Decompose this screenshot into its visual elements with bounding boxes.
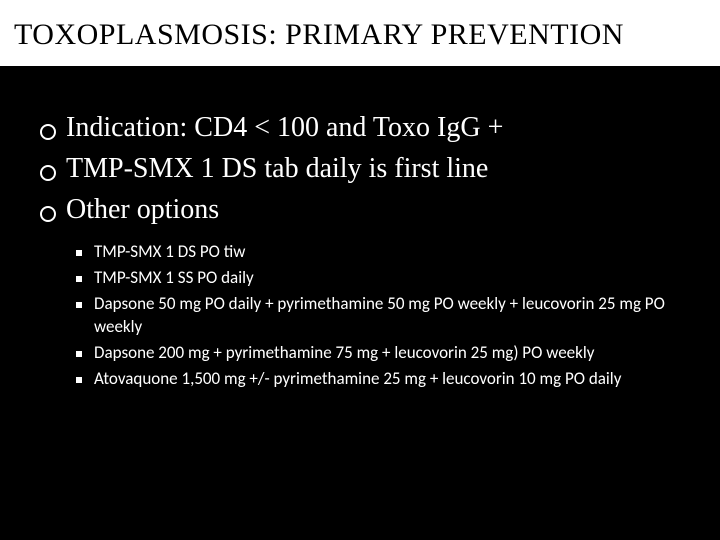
sub-item-text: TMP-SMX 1 DS PO tiw [94, 241, 245, 264]
title-band: TOXOPLASMOSIS: PRIMARY PREVENTION [0, 0, 720, 66]
main-item-text: Other options [66, 192, 219, 227]
list-item: TMP-SMX 1 DS PO tiw [76, 241, 680, 264]
list-item: TMP-SMX 1 DS tab daily is first line [40, 151, 680, 186]
square-bullet-icon [76, 250, 82, 256]
list-item: Indication: CD4 < 100 and Toxo IgG + [40, 110, 680, 145]
list-item: Other options [40, 192, 680, 227]
sub-item-text: Dapsone 200 mg + pyrimethamine 75 mg + l… [94, 342, 594, 365]
list-item: Dapsone 50 mg PO daily + pyrimethamine 5… [76, 293, 680, 339]
main-item-text: Indication: CD4 < 100 and Toxo IgG + [66, 110, 503, 145]
square-bullet-icon [76, 302, 82, 308]
main-item-text: TMP-SMX 1 DS tab daily is first line [66, 151, 488, 186]
square-bullet-icon [76, 377, 82, 383]
circle-bullet-icon [40, 165, 56, 181]
circle-bullet-icon [40, 206, 56, 222]
main-list: Indication: CD4 < 100 and Toxo IgG + TMP… [40, 110, 680, 227]
sub-list: TMP-SMX 1 DS PO tiw TMP-SMX 1 SS PO dail… [76, 241, 680, 391]
slide-container: TOXOPLASMOSIS: PRIMARY PREVENTION Indica… [0, 0, 720, 540]
circle-bullet-icon [40, 124, 56, 140]
content-area: Indication: CD4 < 100 and Toxo IgG + TMP… [0, 66, 720, 391]
sub-item-text: Atovaquone 1,500 mg +/- pyrimethamine 25… [94, 368, 621, 391]
square-bullet-icon [76, 276, 82, 282]
square-bullet-icon [76, 351, 82, 357]
slide-title: TOXOPLASMOSIS: PRIMARY PREVENTION [14, 18, 706, 52]
list-item: TMP-SMX 1 SS PO daily [76, 267, 680, 290]
sub-item-text: Dapsone 50 mg PO daily + pyrimethamine 5… [94, 293, 680, 339]
list-item: Dapsone 200 mg + pyrimethamine 75 mg + l… [76, 342, 680, 365]
list-item: Atovaquone 1,500 mg +/- pyrimethamine 25… [76, 368, 680, 391]
sub-item-text: TMP-SMX 1 SS PO daily [94, 267, 254, 290]
